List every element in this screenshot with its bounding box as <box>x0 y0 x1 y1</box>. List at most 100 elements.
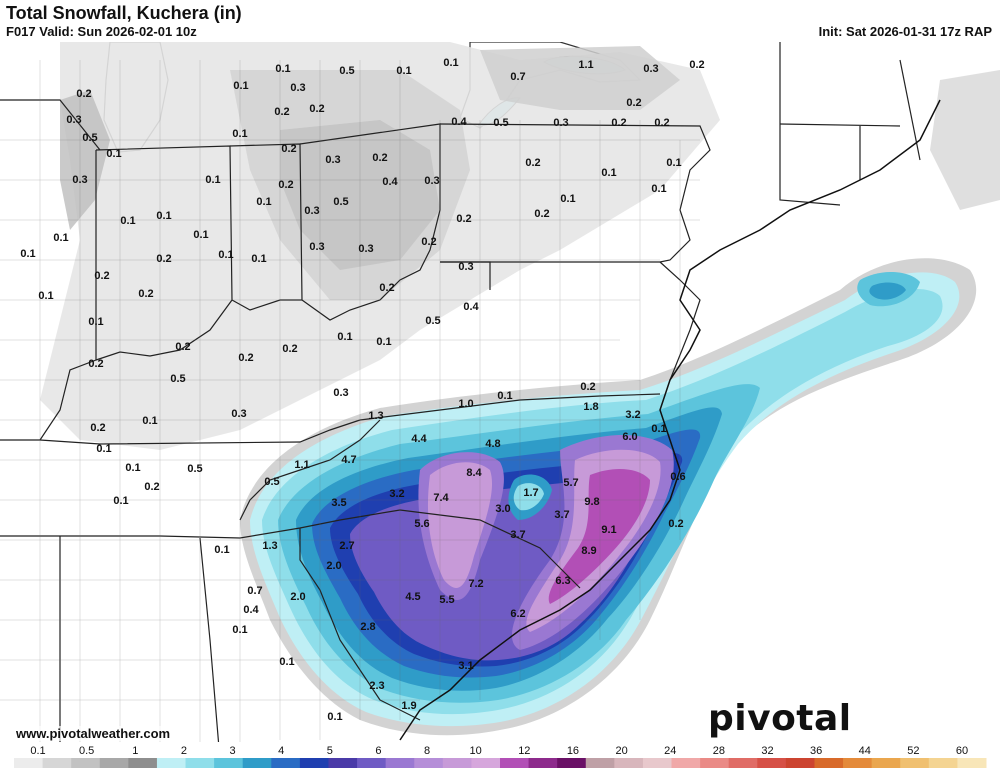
legend-swatch <box>585 758 615 768</box>
snowfall-value-label: 0.4 <box>382 176 398 188</box>
legend-swatch <box>385 758 415 768</box>
snowfall-value-label: 0.1 <box>205 174 220 186</box>
snowfall-value-label: 0.2 <box>144 481 159 493</box>
snowfall-value-label: 6.2 <box>510 608 525 620</box>
legend-label: 32 <box>761 745 773 757</box>
legend-label: 52 <box>907 745 919 757</box>
snowfall-value-label: 0.1 <box>142 415 157 427</box>
snowfall-value-label: 1.1 <box>294 459 309 471</box>
legend-scale: 0.1 0.5 1 2 3 4 5 6 8 10 12 16 20 24 28 32 36 44 52 60 <box>14 745 987 768</box>
snowfall-value-label: 0.2 <box>626 97 641 109</box>
snowfall-value-label: 0.1 <box>497 390 512 402</box>
legend-label: 0.5 <box>79 745 94 757</box>
snowfall-value-label: 0.2 <box>138 288 153 300</box>
snowfall-value-label: 1.9 <box>401 700 416 712</box>
legend-swatch <box>99 758 129 768</box>
snowfall-value-label: 0.1 <box>20 248 35 260</box>
snowfall-value-label: 0.2 <box>689 59 704 71</box>
snowfall-map: 0.1 0.5 0.10.10.71.1 0.3 0.20.1 0.30.20.2 0.2 0… <box>0 42 1000 742</box>
snowfall-value-label: 8.9 <box>581 545 596 557</box>
legend-label: 24 <box>664 745 676 757</box>
snowfall-value-label: 0.2 <box>580 381 595 393</box>
snowfall-value-label: 0.3 <box>424 175 439 187</box>
snowfall-value-label: 0.2 <box>611 117 626 129</box>
snowfall-value-label: 0.1 <box>156 210 171 222</box>
snowfall-value-label: 0.3 <box>553 117 568 129</box>
legend-label: 8 <box>424 745 430 757</box>
snowfall-value-label: 4.8 <box>485 438 500 450</box>
snowfall-value-label: 1.1 <box>578 59 593 71</box>
legend-swatch <box>357 758 387 768</box>
snowfall-value-label: 0.2 <box>94 270 109 282</box>
legend-swatch <box>299 758 329 768</box>
snowfall-value-label: 2.7 <box>339 540 354 552</box>
legend-label: 2 <box>181 745 187 757</box>
legend-swatch <box>642 758 673 768</box>
legend-swatch <box>442 758 472 768</box>
snowfall-value-label: 7.2 <box>468 578 483 590</box>
legend-label: 44 <box>859 745 871 757</box>
legend-swatch <box>671 758 701 768</box>
snowfall-value-label: 0.7 <box>247 585 262 597</box>
legend-swatch <box>814 758 844 768</box>
legend-swatches <box>14 758 987 768</box>
legend-swatch <box>414 758 444 768</box>
snowfall-value-label: 0.2 <box>534 208 549 220</box>
legend-swatch <box>528 758 558 768</box>
legend-swatch <box>757 758 787 768</box>
snowfall-value-label: 0.2 <box>281 143 296 155</box>
snowfall-value-label: 0.2 <box>88 358 103 370</box>
snowfall-value-label: 3.1 <box>458 660 473 672</box>
snowfall-value-label: 0.2 <box>175 341 190 353</box>
snowfall-value-label: 0.2 <box>238 352 253 364</box>
snowfall-value-label: 2.0 <box>290 591 305 603</box>
legend-label: 36 <box>810 745 822 757</box>
snowfall-value-label: 3.5 <box>331 497 346 509</box>
legend-label: 3 <box>229 745 235 757</box>
snowfall-value-label: 0.1 <box>666 157 681 169</box>
county-grid <box>0 60 700 742</box>
snowfall-value-label: 0.1 <box>53 232 68 244</box>
snowfall-value-label: 1.3 <box>262 540 277 552</box>
legend-swatch <box>614 758 644 768</box>
snowfall-value-label: 0.3 <box>458 261 473 273</box>
snowfall-value-label: 0.7 <box>510 71 525 83</box>
snowfall-value-label: 0.2 <box>76 88 91 100</box>
snowfall-value-label: 0.2 <box>379 282 394 294</box>
snowfall-value-label: 1.7 <box>523 487 538 499</box>
snowfall-value-label: 0.3 <box>643 63 658 75</box>
snowfall-swath <box>240 258 977 736</box>
snowfall-value-label: 0.5 <box>339 65 354 77</box>
legend-label: 28 <box>713 745 725 757</box>
snowfall-value-label: 0.1 <box>251 253 266 265</box>
snowfall-value-label: 0.3 <box>290 82 305 94</box>
snowfall-value-label: 0.2 <box>156 253 171 265</box>
snowfall-value-label: 0.1 <box>651 183 666 195</box>
snowfall-value-label: 0.3 <box>231 408 246 420</box>
legend-swatch <box>471 758 501 768</box>
legend-label: 10 <box>470 745 482 757</box>
snowfall-value-label: 4.4 <box>411 433 427 445</box>
snowfall-value-label: 0.3 <box>325 154 340 166</box>
snowfall-value-label: 2.8 <box>360 621 375 633</box>
snowfall-value-label: 0.1 <box>443 57 458 69</box>
legend-swatch <box>500 758 530 768</box>
legend-swatch <box>700 758 730 768</box>
snowfall-value-label: 0.1 <box>337 331 352 343</box>
snowfall-value-label: 0.2 <box>372 152 387 164</box>
snowfall-value-label: 4.5 <box>405 591 420 603</box>
snowfall-value-label: 1.0 <box>458 398 473 410</box>
snowfall-value-label: 5.7 <box>563 477 578 489</box>
snowfall-value-label: 0.4 <box>451 116 467 128</box>
snowfall-value-label: 0.1 <box>88 316 103 328</box>
snowfall-value-label: 3.2 <box>389 488 404 500</box>
legend-swatch <box>242 758 272 768</box>
legend-swatch <box>843 758 873 768</box>
snowfall-value-label: 0.1 <box>651 423 666 435</box>
snowfall-value-label: 1.8 <box>583 401 598 413</box>
snowfall-value-label: 0.2 <box>654 117 669 129</box>
snowfall-value-label: 3.7 <box>554 509 569 521</box>
snowfall-value-label: 0.1 <box>232 624 247 636</box>
snowfall-value-label: 7.4 <box>433 492 449 504</box>
snowfall-value-label: 0.1 <box>214 544 229 556</box>
